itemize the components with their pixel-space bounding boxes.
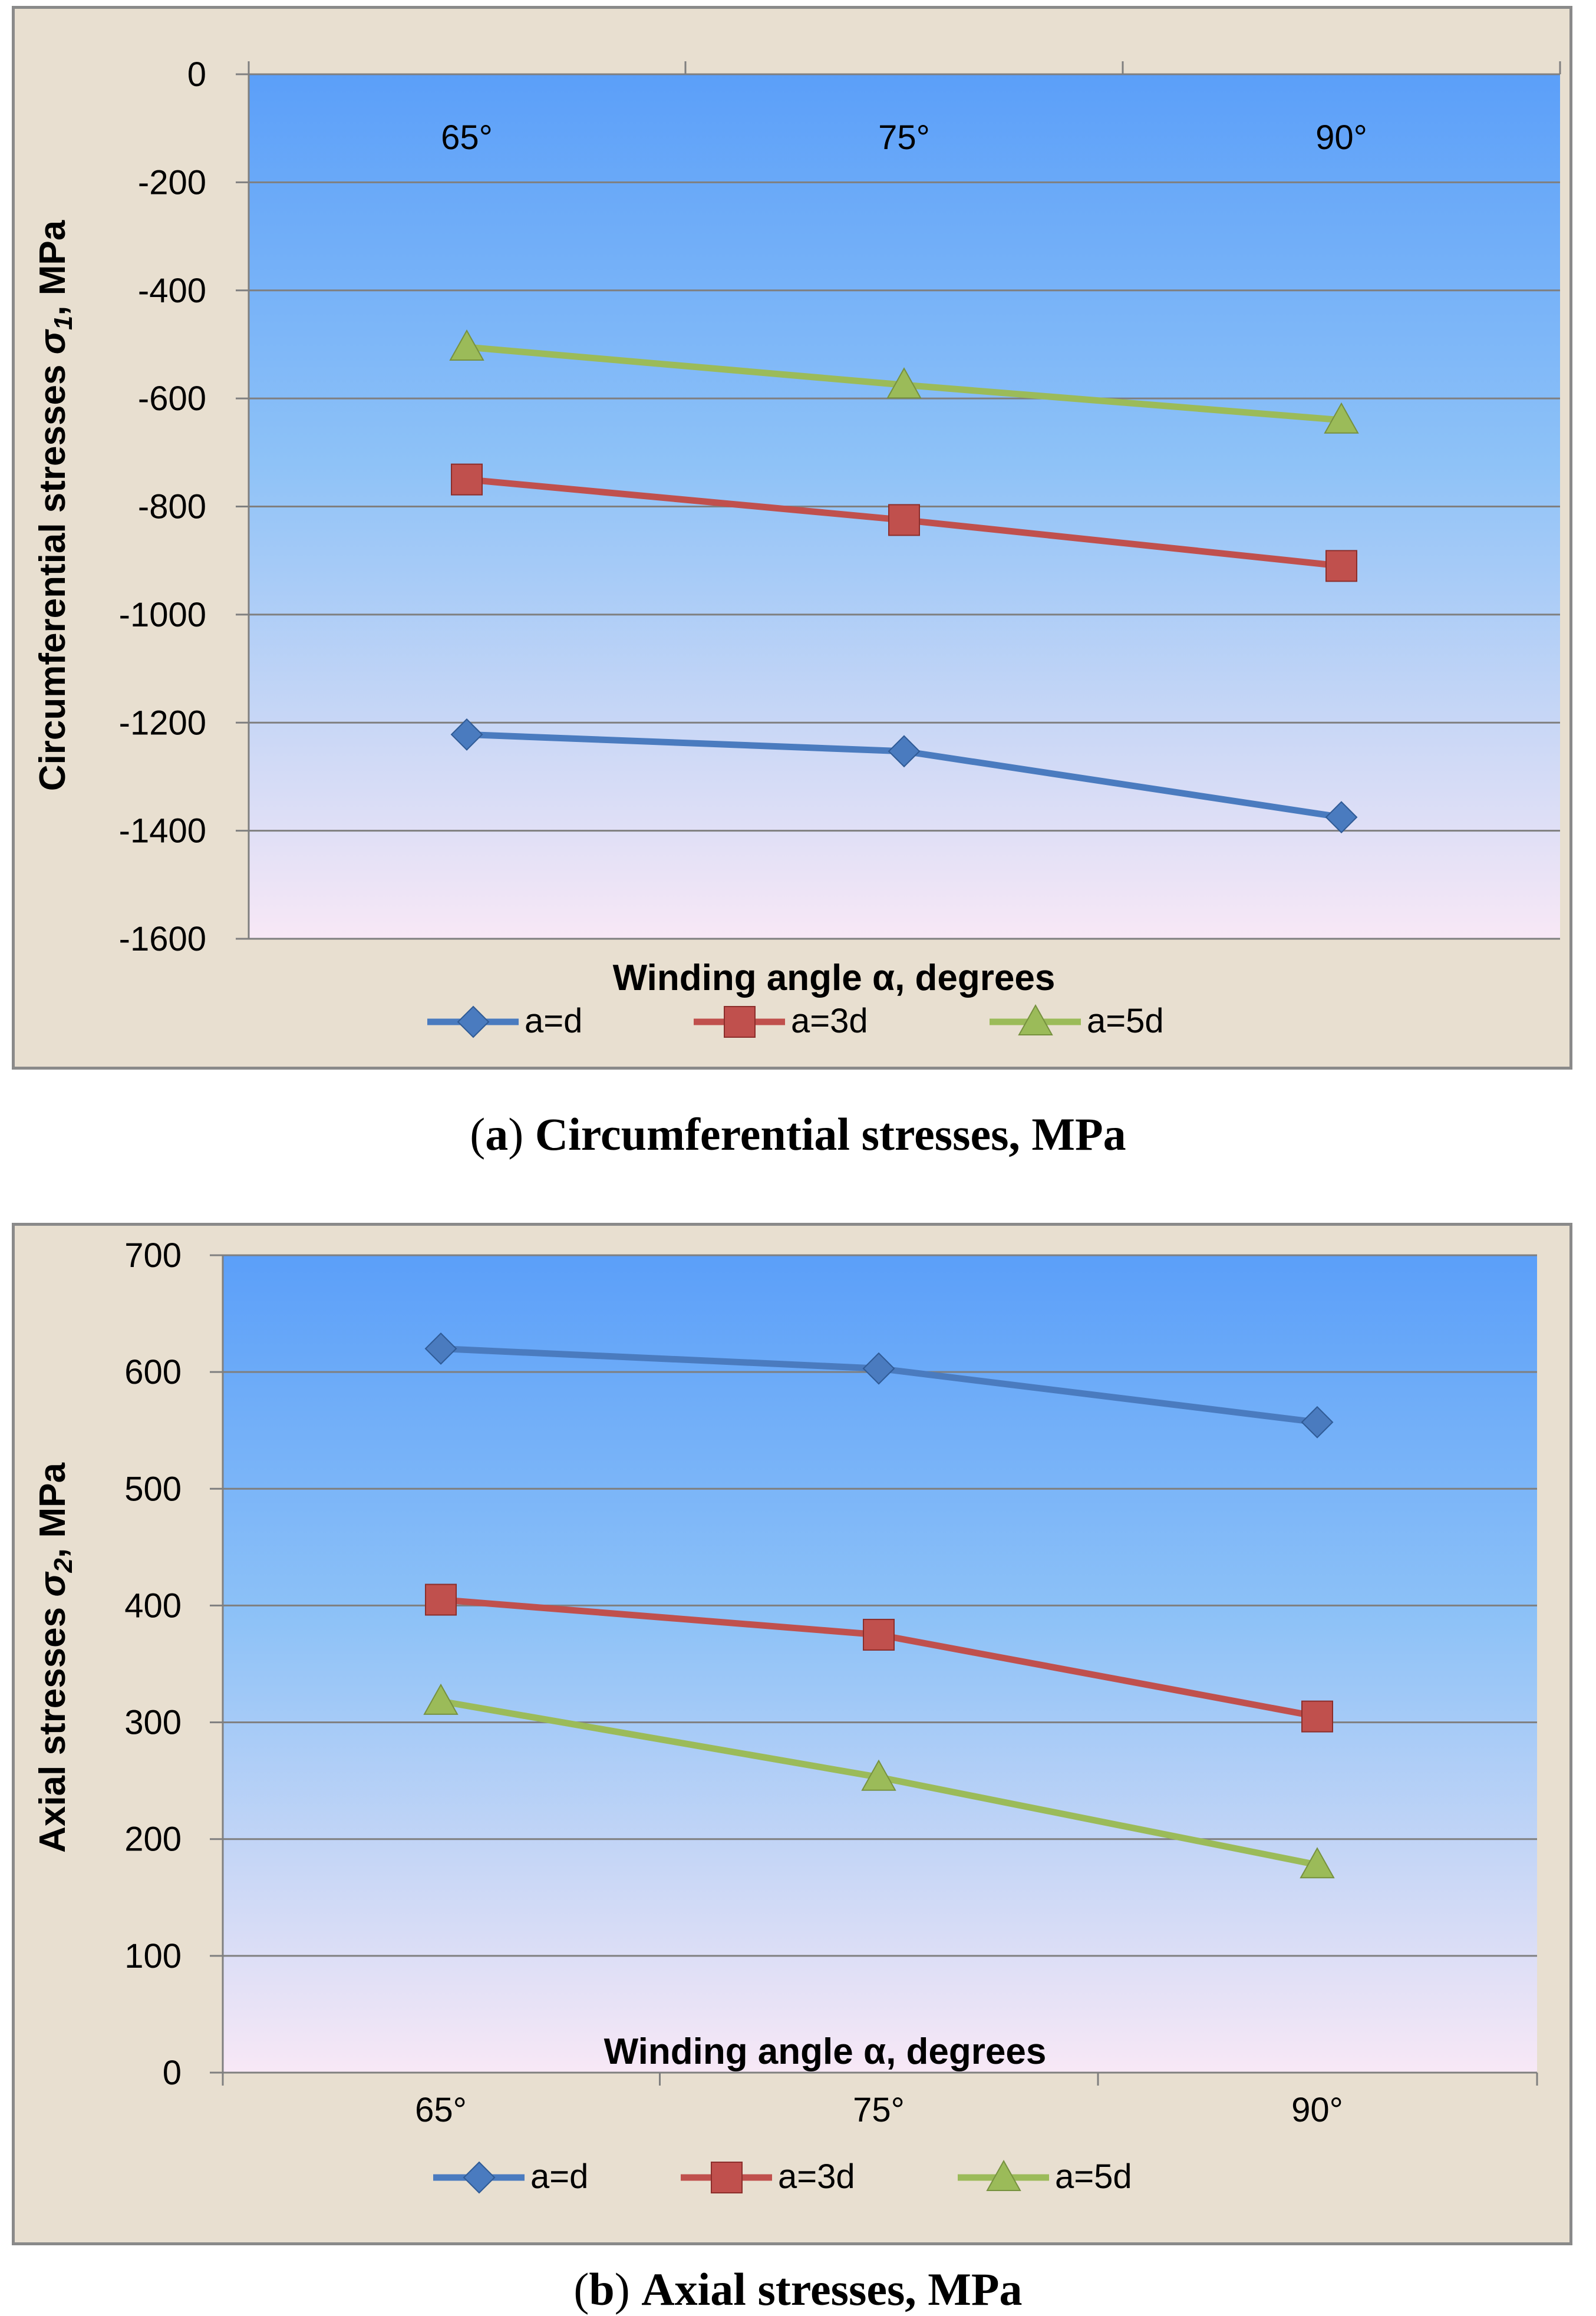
y-axis-label-tail: , MPa xyxy=(32,220,73,315)
data-point-a=3d xyxy=(1325,550,1357,582)
chart-a: 0 -200 -400 -600 -800 -1000 -1200 -1400 -1600 65… xyxy=(32,55,1561,1040)
y-tick-label: -1600 xyxy=(119,920,206,958)
y-axis-label: Axial stresses σ2, MPa xyxy=(32,1463,78,1853)
x-tick-label: 90° xyxy=(1291,2091,1343,2129)
y-axis-label-main: Axial stresses xyxy=(32,1597,73,1853)
legend-label: a=d xyxy=(525,1002,582,1040)
y-tick-label: -200 xyxy=(138,163,206,202)
data-point-a=3d xyxy=(425,1583,457,1616)
y-axis-label-tail: , MPa xyxy=(32,1463,73,1558)
data-point-a=5d xyxy=(886,367,922,399)
data-point-a=3d xyxy=(1301,1700,1333,1733)
data-point-a=d xyxy=(424,1332,457,1365)
legend-marker-a=d xyxy=(463,2161,496,2194)
y-axis-label-subscript: 1 xyxy=(49,316,78,330)
series-group xyxy=(423,1332,1335,1879)
data-point-a=5d xyxy=(861,1759,896,1791)
y-tick-label: 700 xyxy=(124,1236,182,1275)
caption-b: (b) Axial stresses, MPa xyxy=(573,2264,1023,2315)
y-tick-label: -1400 xyxy=(119,812,206,850)
legend: a=d a=3d a=5d xyxy=(427,1002,1164,1040)
legend-label: a=5d xyxy=(1055,2157,1132,2196)
y-tick-label: -400 xyxy=(138,272,206,310)
chart-b: 700 600 500 400 300 200 100 0 65° 75° 90° Winding… xyxy=(32,1236,1538,2196)
legend-marker-a=3d xyxy=(724,1006,756,1038)
y-tick-label: -600 xyxy=(138,380,206,418)
x-axis-label: Winding angle α, degrees xyxy=(613,958,1056,998)
x-tick-label: 90° xyxy=(1315,118,1367,157)
data-point-a=d xyxy=(450,718,483,751)
legend-label: a=3d xyxy=(791,1002,868,1040)
legend-marker-a=5d xyxy=(986,2159,1021,2191)
x-axis-label: Winding angle α, degrees xyxy=(604,2031,1047,2072)
legend: a=d a=3d a=5d xyxy=(433,2157,1132,2196)
data-point-a=5d xyxy=(1324,402,1359,434)
data-point-a=5d xyxy=(449,329,484,361)
x-tick-label: 65° xyxy=(441,118,493,157)
data-point-a=d xyxy=(1325,801,1358,834)
y-tick-label: 400 xyxy=(124,1586,182,1625)
legend-label: a=d xyxy=(530,2157,588,2196)
y-tick-label: 0 xyxy=(163,2054,182,2092)
y-axis-label-sigma: σ xyxy=(32,1571,73,1597)
data-point-a=3d xyxy=(863,1618,895,1651)
y-axis-label-sigma: σ xyxy=(32,328,73,354)
legend-marker-a=3d xyxy=(711,2162,743,2193)
data-point-a=d xyxy=(888,735,921,768)
y-tick-labels: 700 600 500 400 300 200 100 0 xyxy=(124,1236,182,2092)
y-tick-labels: 0 -200 -400 -600 -800 -1000 -1200 -1400 -1600 xyxy=(119,55,206,958)
data-point-a=d xyxy=(862,1352,895,1385)
plot-area xyxy=(223,1255,1537,2073)
x-tick-labels: 65° 75° 90° xyxy=(415,2091,1343,2129)
legend-marker-a=5d xyxy=(1018,1004,1053,1035)
x-tick-label: 75° xyxy=(878,118,930,157)
y-tick-label: -1200 xyxy=(119,704,206,742)
y-axis-label-subscript: 2 xyxy=(49,1558,78,1573)
y-tick-label: -1000 xyxy=(119,596,206,634)
data-point-a=3d xyxy=(451,463,483,496)
data-point-a=5d xyxy=(423,1683,459,1715)
y-axis-label: Circumferential stresses σ1, MPa xyxy=(32,220,78,791)
y-tick-label: 600 xyxy=(124,1353,182,1391)
caption-a-text: Circumferential stresses, MPa xyxy=(535,1108,1126,1160)
legend-label: a=3d xyxy=(778,2157,855,2196)
legend-label: a=5d xyxy=(1087,1002,1164,1040)
caption-a: (a) Circumferential stresses, MPa xyxy=(470,1108,1126,1160)
x-tick-label: 65° xyxy=(415,2091,467,2129)
y-tick-label: 100 xyxy=(124,1937,182,1975)
caption-b-letter: b xyxy=(589,2264,615,2315)
legend-marker-a=d xyxy=(457,1005,490,1038)
y-tick-label: 500 xyxy=(124,1470,182,1508)
caption-a-letter: a xyxy=(485,1108,509,1160)
x-tick-labels: 65° 75° 90° xyxy=(441,118,1367,157)
series-group xyxy=(449,329,1359,834)
data-point-a=d xyxy=(1301,1406,1334,1439)
y-tick-label: -800 xyxy=(138,488,206,526)
y-axis-label-main: Circumferential stresses xyxy=(32,354,73,791)
chart-panel-b: 700 600 500 400 300 200 100 0 65° 75° 90° Winding… xyxy=(12,1223,1572,2245)
y-tick-label: 300 xyxy=(124,1704,182,1742)
chart-panel-a: 0 -200 -400 -600 -800 -1000 -1200 -1400 -1600 65… xyxy=(12,6,1572,1070)
x-tick-label: 75° xyxy=(853,2091,905,2129)
grid-lines xyxy=(236,61,1561,940)
caption-b-text: Axial stresses, MPa xyxy=(641,2264,1023,2315)
y-tick-label: 200 xyxy=(124,1820,182,1859)
y-tick-label: 0 xyxy=(187,55,206,94)
data-point-a=5d xyxy=(1300,1847,1335,1879)
data-point-a=3d xyxy=(888,504,920,536)
